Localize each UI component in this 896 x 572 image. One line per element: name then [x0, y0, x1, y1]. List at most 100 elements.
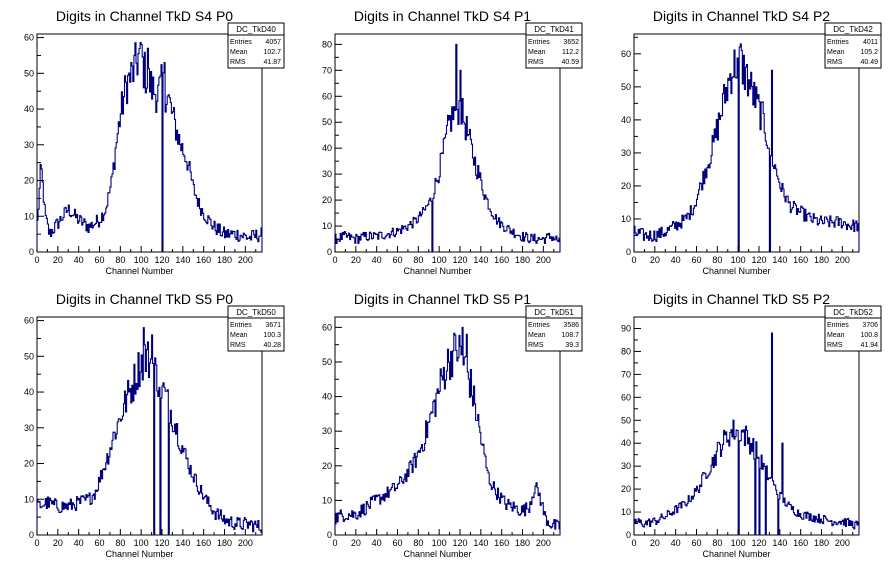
y-tick-label: 50 — [621, 415, 631, 425]
stats-label-mean: Mean — [528, 49, 546, 56]
stats-box — [227, 22, 285, 69]
x-tick-label: 20 — [351, 255, 361, 265]
histogram-line — [633, 43, 860, 253]
histogram-line — [36, 41, 263, 253]
x-axis-label: Channel Number — [403, 266, 471, 276]
stats-label-mean: Mean — [827, 332, 845, 339]
stats-box — [525, 22, 583, 69]
x-tick-label: 200 — [536, 538, 551, 548]
stats-value-rms: 41.94 — [860, 342, 878, 349]
x-tick-label: 200 — [835, 538, 850, 548]
chart-title: Digits in Channel TkD S4 P0 — [56, 8, 233, 24]
plot-frame — [633, 316, 860, 536]
x-tick-label: 0 — [631, 255, 636, 265]
stats-label-mean: Mean — [230, 49, 248, 56]
x-tick-label: 100 — [731, 538, 746, 548]
stats-value-mean: 100.3 — [263, 332, 281, 339]
x-tick-label: 60 — [392, 255, 402, 265]
x-tick-label: 60 — [94, 255, 104, 265]
stats-box — [824, 22, 882, 69]
x-tick-label: 180 — [217, 538, 232, 548]
chart-title: Digits in Channel TkD S5 P2 — [653, 291, 830, 307]
stats-value-rms: 40.28 — [263, 342, 281, 349]
x-tick-label: 200 — [238, 255, 253, 265]
x-tick-label: 0 — [34, 538, 39, 548]
x-axis-label: Channel Number — [403, 549, 471, 559]
y-tick-label: 40 — [322, 392, 332, 402]
histogram-panel-5: Digits in Channel TkD S5 P20 20 40 60 80 100 1… — [621, 291, 882, 559]
stats-label-entries: Entries — [528, 39, 550, 46]
x-tick-label: 160 — [196, 255, 211, 265]
y-tick-label: 30 — [322, 169, 332, 179]
x-tick-label: 180 — [814, 538, 829, 548]
x-tick-label: 0 — [34, 255, 39, 265]
stats-value-mean: 100.8 — [860, 332, 878, 339]
stats-value-rms: 41.87 — [263, 59, 281, 66]
x-tick-label: 60 — [691, 538, 701, 548]
x-tick-label: 120 — [154, 538, 169, 548]
stats-label-rms: RMS — [827, 59, 843, 66]
x-tick-label: 40 — [372, 255, 382, 265]
stats-name: DC_TkD42 — [833, 25, 873, 34]
histogram-panel-0: Digits in Channel TkD S4 P00 20 40 60 80 100 1… — [24, 8, 285, 276]
y-tick-label: 50 — [24, 351, 34, 361]
stats-label-entries: Entries — [230, 39, 252, 46]
y-tick-label: 40 — [24, 387, 34, 397]
y-tick-label: 20 — [621, 181, 631, 191]
x-tick-label: 60 — [392, 538, 402, 548]
x-tick-label: 20 — [53, 255, 63, 265]
y-tick-label: 20 — [322, 461, 332, 471]
stats-value-entries: 3652 — [563, 39, 579, 46]
stats-value-entries: 4057 — [265, 39, 281, 46]
y-tick-label: 30 — [24, 423, 34, 433]
stats-name: DC_TkD52 — [833, 308, 873, 317]
y-tick-label: 40 — [322, 143, 332, 153]
y-tick-label: 10 — [24, 211, 34, 221]
stats-box — [227, 305, 285, 352]
stats-value-mean: 105.2 — [860, 49, 878, 56]
stats-label-rms: RMS — [528, 59, 544, 66]
x-tick-label: 40 — [74, 255, 84, 265]
x-tick-label: 20 — [650, 255, 660, 265]
x-tick-label: 180 — [814, 255, 829, 265]
x-tick-label: 120 — [154, 255, 169, 265]
x-tick-label: 100 — [432, 255, 447, 265]
x-tick-label: 120 — [751, 538, 766, 548]
y-tick-label: 20 — [322, 195, 332, 205]
x-tick-label: 80 — [712, 538, 722, 548]
y-tick-label: 10 — [322, 221, 332, 231]
stats-label-mean: Mean — [528, 332, 546, 339]
y-tick-label: 80 — [621, 346, 631, 356]
x-axis-label: Channel Number — [105, 266, 173, 276]
x-tick-label: 40 — [372, 538, 382, 548]
x-tick-label: 180 — [515, 255, 530, 265]
x-tick-label: 40 — [74, 538, 84, 548]
histogram-line — [334, 326, 561, 535]
x-tick-label: 180 — [515, 538, 530, 548]
stats-value-mean: 112.2 — [562, 49, 579, 56]
stats-label-entries: Entries — [827, 322, 849, 329]
x-tick-label: 160 — [793, 255, 808, 265]
stats-name: DC_TkD50 — [236, 308, 276, 317]
plot-frame — [633, 33, 860, 253]
plot-frame — [334, 316, 561, 536]
stats-label-entries: Entries — [827, 39, 849, 46]
stats-label-entries: Entries — [528, 322, 550, 329]
y-tick-label: 20 — [24, 459, 34, 469]
y-tick-label: 10 — [621, 214, 631, 224]
x-tick-label: 200 — [835, 255, 850, 265]
x-tick-label: 140 — [473, 255, 488, 265]
y-tick-label: 50 — [322, 357, 332, 367]
x-tick-label: 100 — [432, 538, 447, 548]
x-tick-label: 80 — [115, 255, 125, 265]
x-tick-label: 40 — [671, 255, 681, 265]
y-tick-label: 40 — [621, 115, 631, 125]
chart-title: Digits in Channel TkD S5 P1 — [354, 291, 531, 307]
x-tick-label: 100 — [731, 255, 746, 265]
stats-name: DC_TkD41 — [534, 25, 574, 34]
y-tick-label: 10 — [24, 494, 34, 504]
y-tick-label: 20 — [621, 484, 631, 494]
x-tick-label: 120 — [751, 255, 766, 265]
x-tick-label: 160 — [494, 255, 509, 265]
histogram-panel-1: Digits in Channel TkD S4 P10 20 40 60 80 100 1… — [322, 8, 583, 276]
